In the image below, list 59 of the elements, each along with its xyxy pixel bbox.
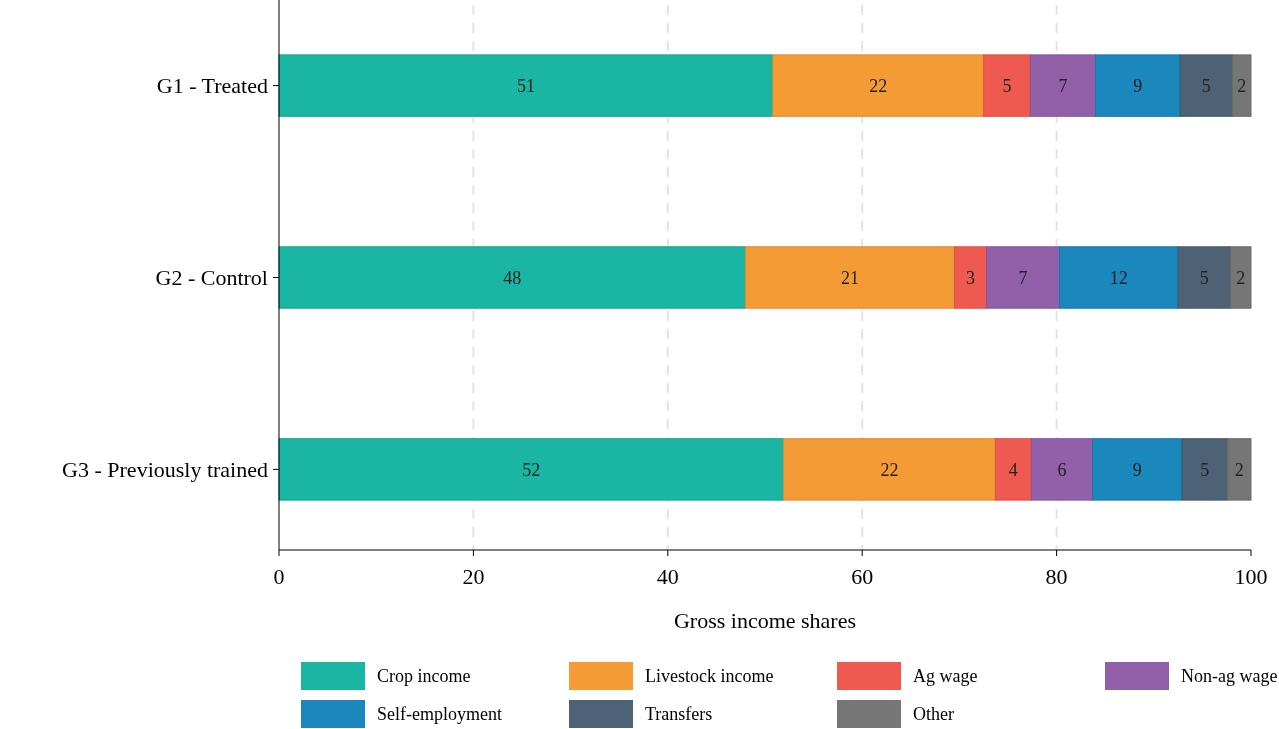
legend-label: Self-employment [377, 704, 502, 725]
data-label: 5 [1200, 459, 1210, 480]
x-tick-label: 20 [462, 564, 485, 589]
data-label: 5 [1002, 75, 1012, 96]
y-tick-label: G2 - Control [155, 265, 268, 291]
bar [1094, 54, 1181, 117]
x-tick-label: 0 [273, 564, 285, 589]
data-label: 7 [1058, 75, 1068, 96]
data-label: 5 [1201, 75, 1211, 96]
bar [278, 438, 784, 501]
data-label: 12 [1109, 267, 1128, 288]
bar [278, 246, 747, 309]
data-label: 6 [1057, 459, 1067, 480]
data-label: 4 [1008, 459, 1018, 480]
legend-label: Non-ag wage [1181, 666, 1278, 687]
legend-label: Crop income [377, 666, 471, 687]
data-label: 3 [966, 267, 976, 288]
legend-label: Other [913, 704, 954, 725]
y-tick-label: G1 - Treated [156, 73, 268, 99]
x-tick-label: 60 [851, 564, 874, 589]
bar [278, 54, 774, 117]
bar [994, 438, 1032, 501]
data-label: 5 [1199, 267, 1209, 288]
data-label: 2 [1237, 75, 1247, 96]
bar [1092, 438, 1183, 501]
data-label: 48 [503, 267, 522, 288]
legend-label: Livestock income [645, 666, 774, 687]
x-axis-title: Gross income shares [673, 608, 857, 633]
bar [1177, 246, 1232, 309]
data-label: 51 [516, 75, 535, 96]
x-tick-label: 80 [1045, 564, 1068, 589]
data-label: 9 [1133, 75, 1143, 96]
bar [1230, 246, 1252, 309]
bar [745, 246, 956, 309]
bar [1030, 438, 1094, 501]
y-tick-label: G3 - Previously trained [62, 457, 268, 483]
data-label: 22 [880, 459, 899, 480]
legend-label: Ag wage [913, 666, 978, 687]
data-label: 22 [869, 75, 888, 96]
data-label: 2 [1234, 459, 1244, 480]
bar [1059, 246, 1179, 309]
bar [1232, 54, 1252, 117]
bar [954, 246, 988, 309]
bar [772, 54, 985, 117]
legend-label: Transfers [645, 704, 713, 725]
bar [1029, 54, 1096, 117]
data-label: 7 [1018, 267, 1028, 288]
bar [782, 438, 996, 501]
x-tick-label: 100 [1234, 564, 1268, 589]
bar [1227, 438, 1252, 501]
x-tick-label: 40 [656, 564, 679, 589]
data-label: 9 [1132, 459, 1142, 480]
bar [983, 54, 1031, 117]
data-label: 21 [841, 267, 860, 288]
bar [1181, 438, 1229, 501]
data-label: 2 [1236, 267, 1246, 288]
bar [1179, 54, 1234, 117]
data-label: 52 [522, 459, 541, 480]
bar [986, 246, 1061, 309]
